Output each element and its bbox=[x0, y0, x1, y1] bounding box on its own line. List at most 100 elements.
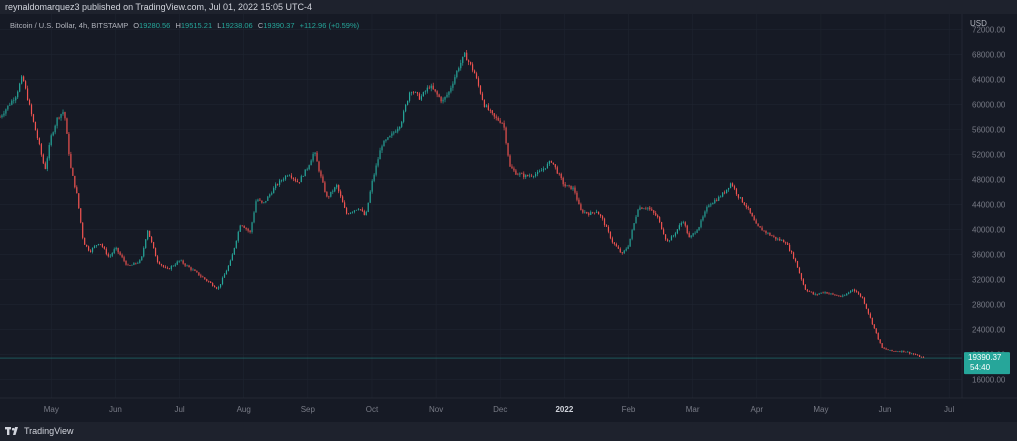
candle-body bbox=[436, 91, 438, 95]
candle-body bbox=[379, 150, 381, 160]
candle-body bbox=[141, 256, 143, 261]
candle-body bbox=[542, 168, 545, 171]
candle-body bbox=[357, 209, 359, 210]
candle-body bbox=[158, 262, 161, 265]
candle-body bbox=[558, 173, 560, 175]
time-tick-label: May bbox=[813, 405, 828, 414]
candle-body bbox=[231, 254, 233, 261]
candle-body bbox=[88, 246, 90, 251]
candle-body bbox=[893, 351, 895, 352]
candle-body bbox=[639, 207, 641, 210]
candle-body bbox=[743, 202, 745, 206]
candle-body bbox=[251, 222, 253, 232]
time-tick-label: Jun bbox=[109, 405, 122, 414]
candle-body bbox=[684, 222, 686, 226]
price-tick-label: 48000.00 bbox=[972, 175, 1006, 184]
candle-body bbox=[633, 223, 635, 231]
candle-body bbox=[450, 87, 452, 92]
candle-body bbox=[154, 248, 157, 257]
candle-body bbox=[188, 265, 190, 268]
candle-body bbox=[676, 229, 678, 234]
candle-body bbox=[863, 297, 866, 304]
candle-body bbox=[775, 236, 777, 240]
candle-body bbox=[210, 281, 212, 283]
candle-body bbox=[249, 230, 251, 232]
candle-body bbox=[533, 176, 535, 177]
candle-body bbox=[517, 174, 519, 176]
candle-body bbox=[915, 354, 917, 355]
candle-body bbox=[897, 351, 899, 353]
candle-body bbox=[298, 182, 300, 183]
candle-body bbox=[308, 165, 310, 170]
candle-body bbox=[781, 240, 783, 241]
candle-body bbox=[328, 196, 330, 198]
candle-body bbox=[855, 291, 858, 293]
candle-body bbox=[214, 285, 216, 288]
candle-body bbox=[7, 105, 9, 110]
candle-body bbox=[170, 266, 172, 270]
high-label: H bbox=[175, 21, 181, 30]
candle-body bbox=[716, 200, 718, 201]
candle-body bbox=[572, 187, 574, 190]
candle-body bbox=[783, 240, 785, 243]
candle-body bbox=[755, 220, 757, 224]
candle-body bbox=[107, 254, 109, 257]
candle-body bbox=[887, 349, 889, 351]
candle-body bbox=[568, 185, 570, 186]
candle-body bbox=[668, 240, 671, 242]
candle-body bbox=[891, 349, 893, 352]
candle-body bbox=[440, 96, 442, 102]
candle-body bbox=[151, 236, 153, 243]
candle-body bbox=[570, 185, 572, 190]
candle-body bbox=[899, 351, 901, 353]
candle-body bbox=[873, 324, 875, 329]
candle-body bbox=[182, 260, 184, 264]
candle-body bbox=[119, 252, 121, 255]
candle-body bbox=[306, 169, 308, 170]
candle-body bbox=[615, 243, 617, 247]
candle-series bbox=[0, 49, 925, 358]
candle-body bbox=[623, 250, 625, 254]
candle-body bbox=[586, 211, 588, 214]
price-axis-ticks: 16000.0020000.0024000.0028000.0032000.00… bbox=[972, 26, 1006, 385]
candle-body bbox=[1, 115, 3, 118]
candle-body bbox=[499, 120, 501, 123]
candle-body bbox=[749, 208, 751, 213]
price-chart[interactable]: USD 16000.0020000.0024000.0028000.003200… bbox=[0, 14, 1017, 422]
candle-body bbox=[239, 225, 241, 232]
candle-body bbox=[178, 260, 180, 262]
candle-body bbox=[487, 105, 489, 111]
candle-body bbox=[444, 96, 446, 100]
candle-body bbox=[840, 296, 842, 297]
candle-body bbox=[164, 266, 167, 268]
candle-body bbox=[237, 231, 239, 241]
time-tick-label: Sep bbox=[301, 405, 316, 414]
close-label: C bbox=[257, 21, 264, 30]
candle-body bbox=[410, 92, 413, 93]
candle-body bbox=[481, 93, 484, 100]
open-label: O bbox=[133, 21, 140, 30]
candle-body bbox=[836, 295, 838, 296]
price-axis-panel[interactable] bbox=[962, 14, 1017, 398]
candle-body bbox=[505, 127, 507, 144]
candle-body bbox=[804, 284, 806, 290]
candle-body bbox=[763, 230, 765, 232]
tradingview-brand[interactable]: TradingView bbox=[5, 426, 74, 436]
chart-area[interactable]: USD 16000.0020000.0024000.0028000.003200… bbox=[0, 14, 1017, 422]
candle-body bbox=[458, 68, 460, 71]
candle-body bbox=[682, 222, 684, 223]
candle-body bbox=[273, 188, 275, 194]
candle-body bbox=[74, 175, 76, 188]
time-tick-label: May bbox=[44, 405, 59, 414]
candle-body bbox=[405, 104, 407, 112]
time-tick-label: 2022 bbox=[555, 405, 573, 414]
candle-body bbox=[905, 351, 907, 353]
candle-body bbox=[123, 257, 125, 261]
candle-body bbox=[745, 205, 747, 208]
candle-body bbox=[24, 81, 27, 89]
candle-body bbox=[918, 355, 921, 357]
candle-body bbox=[99, 244, 102, 245]
candle-body bbox=[208, 280, 210, 282]
candle-body bbox=[536, 171, 539, 175]
candle-body bbox=[867, 308, 869, 314]
